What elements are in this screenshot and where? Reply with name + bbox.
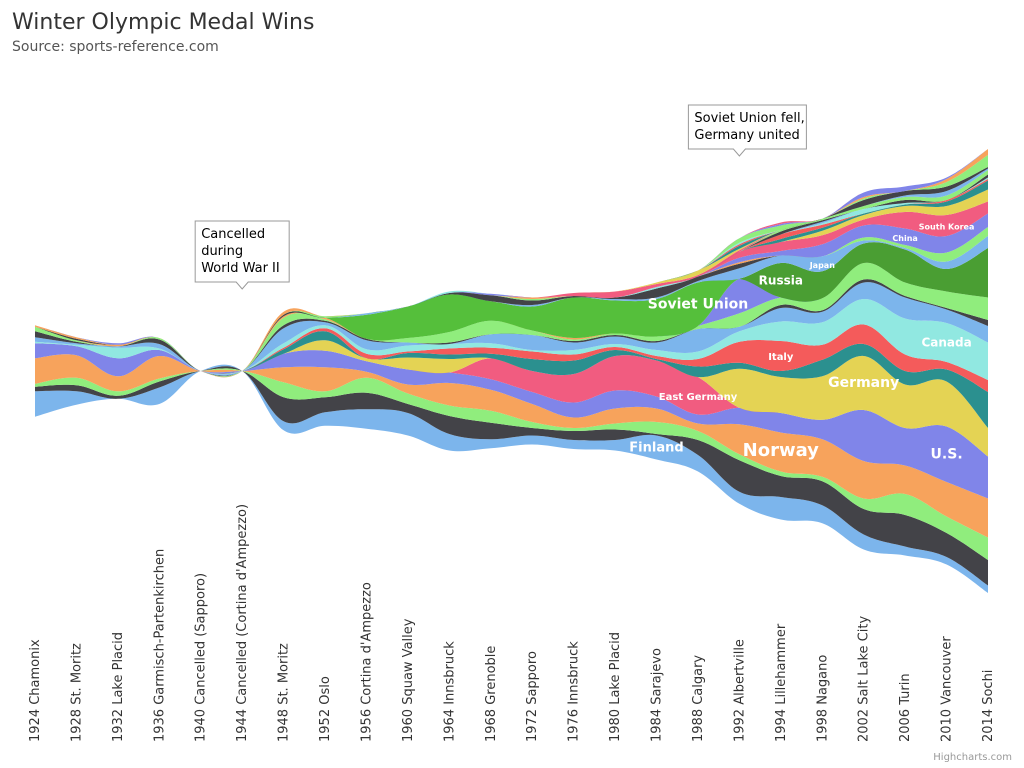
x-tick-label: 1956 Cortina d'Ampezzo bbox=[360, 582, 375, 742]
x-tick-label: 1936 Garmisch-Partenkirchen bbox=[152, 549, 167, 742]
series-area-poland[interactable] bbox=[35, 227, 988, 378]
series-label-germany: Germany bbox=[828, 375, 899, 391]
annotation-text: World War II bbox=[201, 261, 280, 276]
annotation-box bbox=[687, 104, 807, 157]
annotation-text: Cancelled bbox=[201, 227, 265, 242]
annotations: Cancelled during World War II Soviet Union … bbox=[194, 104, 807, 290]
series-label-east-germany: East Germany bbox=[659, 392, 738, 403]
x-tick-label: 1960 Squaw Valley bbox=[401, 618, 416, 742]
series-area-norway[interactable] bbox=[35, 354, 988, 538]
x-tick-label: 1952 Oslo bbox=[318, 676, 333, 742]
x-tick-label: 1924 Chamonix bbox=[28, 639, 43, 742]
x-tick-label: 1948 St. Moritz bbox=[277, 643, 292, 742]
series-label-south-korea: South Korea bbox=[919, 223, 975, 232]
series-area-canada[interactable] bbox=[35, 298, 988, 380]
series-area-netherlands[interactable] bbox=[35, 331, 988, 428]
annotation-text: Germany united bbox=[694, 128, 799, 143]
series-label-canada: Canada bbox=[921, 336, 971, 350]
series-area-unified-team[interactable] bbox=[35, 262, 988, 378]
series-area-soviet-union[interactable] bbox=[35, 262, 988, 378]
x-tick-label: 2002 Salt Lake City bbox=[857, 616, 872, 742]
x-tick-label: 1994 Lillehammer bbox=[774, 623, 789, 742]
x-tick-label: 1968 Grenoble bbox=[484, 646, 499, 742]
series-area-czech-republic[interactable] bbox=[35, 189, 988, 378]
annotation-box bbox=[194, 220, 290, 290]
chart-title: Winter Olympic Medal Wins bbox=[12, 10, 314, 35]
x-tick-label: 1964 Innsbruck bbox=[442, 641, 457, 742]
credits-link[interactable]: Highcharts.com bbox=[933, 752, 1012, 763]
annotation-text: during bbox=[201, 244, 243, 259]
series-label-china: China bbox=[892, 234, 917, 243]
series-area-china[interactable] bbox=[35, 213, 988, 378]
x-tick-label: 1928 St. Moritz bbox=[69, 643, 84, 742]
series-label-japan: Japan bbox=[809, 261, 836, 270]
x-axis: 1924 Chamonix 1928 St. Moritz 1932 Lake Pl… bbox=[28, 504, 996, 742]
x-tick-label: 1944 Cancelled (Cortina d'Ampezzo) bbox=[235, 504, 250, 742]
x-tick-label: 2006 Turin bbox=[898, 673, 913, 742]
series-area-japan[interactable] bbox=[35, 236, 988, 378]
series-labels: Finland Norway U.S. East Germany Germany Ital… bbox=[629, 223, 974, 463]
series-label-u-s-: U.S. bbox=[931, 446, 963, 462]
x-tick-label: 1976 Innsbruck bbox=[567, 641, 582, 742]
x-tick-label: 1988 Calgary bbox=[691, 655, 706, 742]
series-area-russia[interactable] bbox=[35, 242, 988, 378]
annotation-callout: Cancelled during World War II bbox=[194, 220, 290, 290]
x-tick-label: 1940 Cancelled (Sapporo) bbox=[194, 573, 209, 742]
chart-subtitle: Source: sports-reference.com bbox=[12, 39, 219, 55]
annotation-callout: Soviet Union fell, Germany united bbox=[687, 104, 807, 157]
series-label-finland: Finland bbox=[629, 441, 683, 456]
series-label-russia: Russia bbox=[759, 273, 803, 287]
stream-areas bbox=[35, 149, 988, 593]
annotation-text: Soviet Union fell, bbox=[694, 111, 804, 126]
x-tick-label: 1972 Sapporo bbox=[525, 651, 540, 742]
series-label-soviet-union: Soviet Union bbox=[648, 296, 748, 312]
series-area-italy[interactable] bbox=[35, 324, 988, 392]
x-tick-label: 1984 Sarajevo bbox=[650, 648, 665, 742]
series-area-east-germany[interactable] bbox=[35, 343, 988, 457]
series-area-belgium[interactable] bbox=[35, 170, 988, 378]
series-label-italy: Italy bbox=[768, 352, 794, 363]
x-tick-label: 1980 Lake Placid bbox=[608, 632, 623, 742]
series-area-south-korea[interactable] bbox=[35, 201, 988, 378]
x-tick-label: 2014 Sochi bbox=[981, 670, 996, 742]
x-tick-label: 1998 Nagano bbox=[815, 655, 830, 742]
x-tick-label: 1992 Albertville bbox=[732, 639, 747, 742]
x-tick-label: 1932 Lake Placid bbox=[111, 632, 126, 742]
series-area-u-s-[interactable] bbox=[35, 343, 988, 499]
x-tick-label: 2010 Vancouver bbox=[940, 636, 955, 742]
series-label-norway: Norway bbox=[743, 440, 820, 461]
